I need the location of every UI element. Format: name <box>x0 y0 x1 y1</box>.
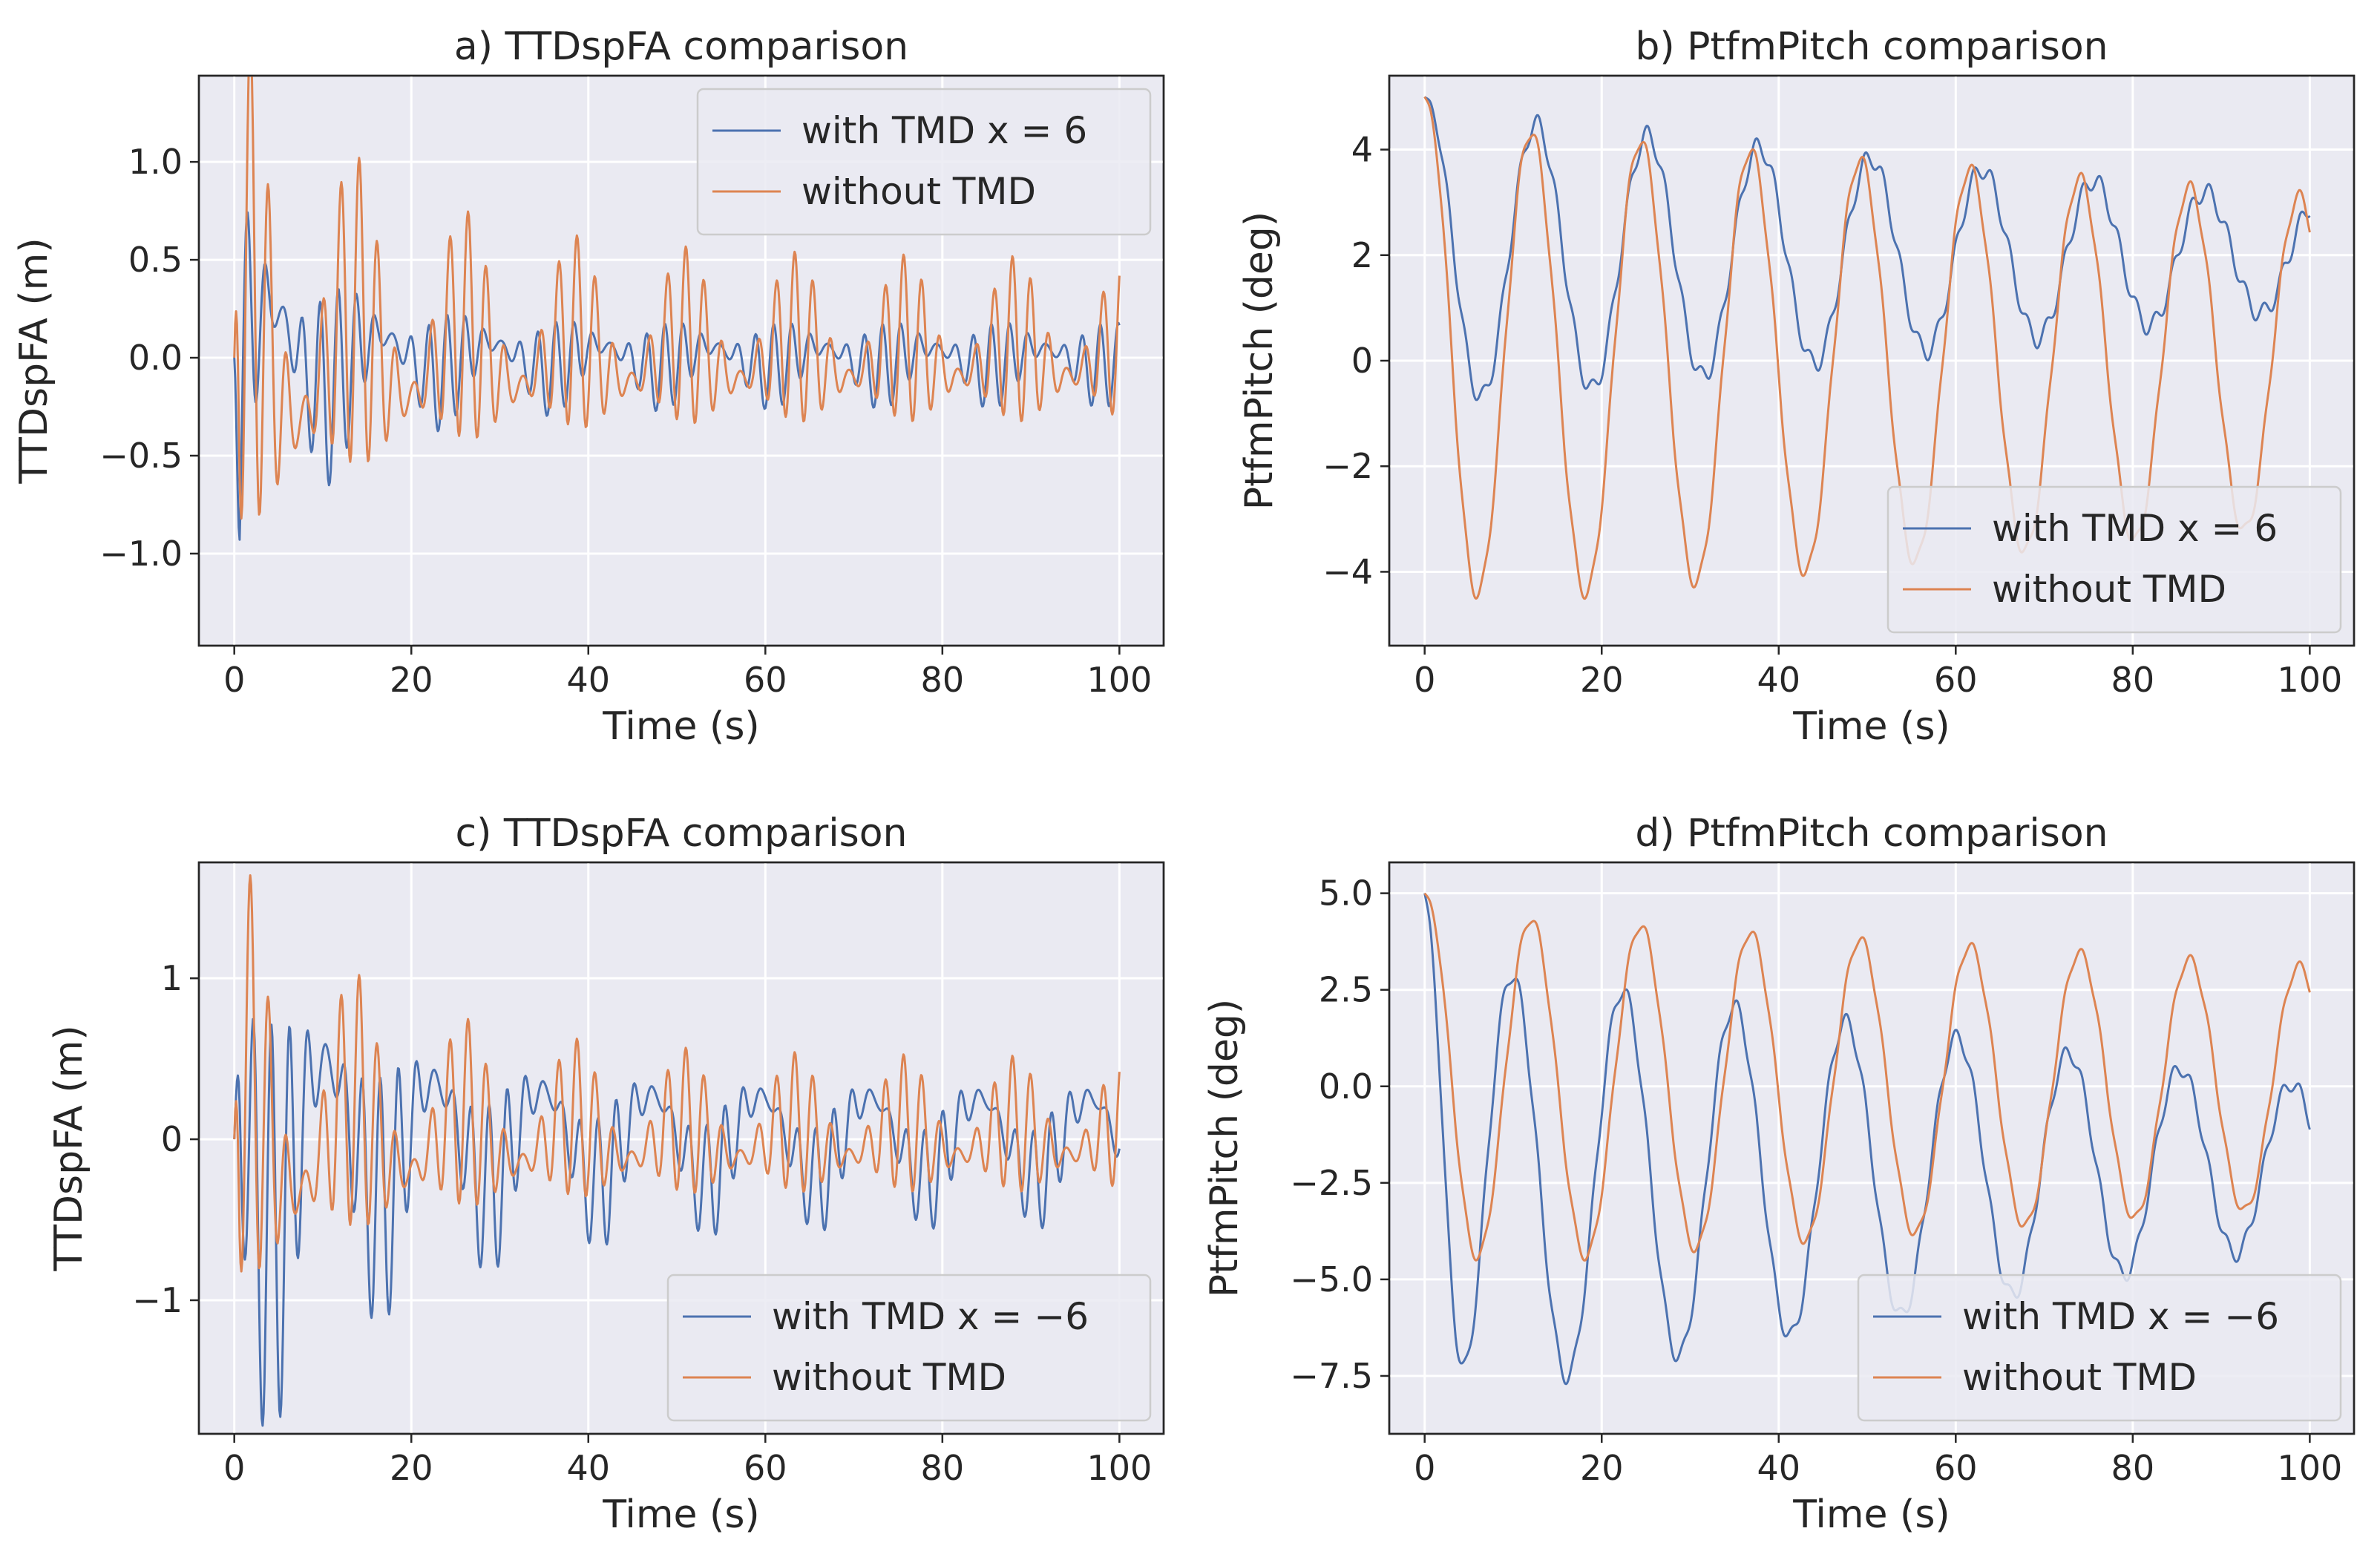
chart-title: c) TTDspFA comparison <box>455 811 907 856</box>
x-tick-label: 80 <box>2111 660 2155 700</box>
x-axis-label: Time (s) <box>602 1492 759 1537</box>
legend-label: with TMD x = −6 <box>1962 1295 2279 1338</box>
legend-box <box>696 88 1152 236</box>
x-tick-label: 0 <box>223 660 245 700</box>
y-tick-label: 2.5 <box>1319 970 1373 1010</box>
subplot-a: 0 20 40 60 80 100 −1.0 −0.5 0.0 0.5 1.0 a) TTDspFA … <box>12 24 1165 749</box>
legend: with TMD x = 6 without TMD <box>1886 485 2342 634</box>
x-tick-label: 0 <box>223 1448 245 1488</box>
chart-title: b) PtfmPitch comparison <box>1635 24 2108 69</box>
y-tick-label: 0 <box>161 1119 183 1159</box>
legend-box <box>1857 1274 2342 1422</box>
series-group <box>1423 96 2311 600</box>
y-tick-label: 4 <box>1351 130 1373 170</box>
x-tick-label: 60 <box>744 1448 787 1488</box>
y-tick-label: 0 <box>1351 341 1373 381</box>
x-axis-label: Time (s) <box>602 704 759 749</box>
y-axis-label: TTDspFA (m) <box>47 1025 91 1271</box>
x-tick-label: 20 <box>1580 660 1624 700</box>
x-tick-label: 40 <box>1757 660 1800 700</box>
legend-label: without TMD <box>1992 568 2226 611</box>
chart-title: d) PtfmPitch comparison <box>1635 811 2108 856</box>
y-tick-label: −5.0 <box>1290 1259 1373 1300</box>
legend-box <box>1886 485 2342 634</box>
y-tick-label: 5.0 <box>1319 874 1373 914</box>
y-tick-label: 1.0 <box>128 142 183 182</box>
x-tick-label: 80 <box>921 1448 965 1488</box>
series-line-without-tmd <box>1423 892 2311 1262</box>
y-axis-label: TTDspFA (m) <box>12 237 56 484</box>
series-line-with-tmd <box>233 1017 1121 1427</box>
y-axis-label: PtfmPitch (deg) <box>1202 999 1247 1297</box>
x-tick-label: 100 <box>1086 1448 1152 1488</box>
legend: with TMD x = −6 without TMD <box>1857 1274 2342 1422</box>
plot-frame <box>1388 861 2356 1435</box>
x-tick-label: 0 <box>1414 660 1435 700</box>
series-line-with-tmd <box>1423 96 2311 402</box>
y-tick-label: 0.5 <box>128 240 183 280</box>
y-tick-label: −4 <box>1322 551 1373 591</box>
series-group <box>233 76 1121 541</box>
x-axis-label: Time (s) <box>1792 1492 1950 1537</box>
series-line-without-tmd <box>233 76 1121 520</box>
x-tick-label: 20 <box>1580 1448 1624 1488</box>
plot-frame <box>197 74 1165 647</box>
x-tick-label: 20 <box>390 1448 433 1488</box>
x-tick-label: 20 <box>390 660 433 700</box>
x-tick-label: 60 <box>1934 660 1978 700</box>
legend-label: with TMD x = −6 <box>772 1295 1089 1338</box>
y-tick-label: −2 <box>1322 446 1373 486</box>
legend: with TMD x = −6 without TMD <box>666 1274 1152 1422</box>
x-tick-label: 60 <box>1934 1448 1978 1488</box>
x-tick-label: 0 <box>1414 1448 1435 1488</box>
y-tick-label: 2 <box>1351 235 1373 275</box>
y-tick-label: 0.0 <box>128 338 183 378</box>
legend-label: without TMD <box>1962 1356 2197 1399</box>
y-tick-label: −1 <box>132 1280 183 1320</box>
y-axis-label: PtfmPitch (deg) <box>1237 212 1282 510</box>
y-tick-label: −2.5 <box>1290 1163 1373 1203</box>
subplot-c: 0 20 40 60 80 100 −1 0 1 c) TTDspFA comparison Tim… <box>47 811 1165 1537</box>
legend-label: with TMD x = 6 <box>1992 507 2278 550</box>
y-tick-label: 1 <box>161 958 183 998</box>
x-tick-label: 40 <box>566 1448 610 1488</box>
plot-frame <box>197 861 1165 1435</box>
x-tick-label: 60 <box>744 660 787 700</box>
y-tick-label: −1.0 <box>99 534 183 574</box>
legend: with TMD x = 6 without TMD <box>696 88 1152 236</box>
subplot-d: 0 20 40 60 80 100 −7.5 −5.0 −2.5 0.0 2.5 5.0 d) Ptfm… <box>1202 811 2356 1537</box>
legend-label: without TMD <box>801 170 1036 213</box>
subplot-b: 0 20 40 60 80 100 −4 −2 0 2 4 b) PtfmPitch comparis… <box>1237 24 2356 749</box>
legend-label: with TMD x = 6 <box>801 109 1087 152</box>
x-tick-label: 80 <box>2111 1448 2155 1488</box>
x-axis-label: Time (s) <box>1792 704 1950 749</box>
legend-box <box>666 1274 1152 1422</box>
x-tick-label: 80 <box>921 660 965 700</box>
series-group <box>233 874 1121 1427</box>
series-line-with-tmd <box>1423 893 2311 1386</box>
series-line-without-tmd <box>233 874 1121 1273</box>
legend-label: without TMD <box>772 1356 1006 1399</box>
series-group <box>1423 892 2311 1386</box>
series-line-without-tmd <box>1423 96 2311 600</box>
chart-title: a) TTDspFA comparison <box>454 24 908 69</box>
x-tick-label: 100 <box>1086 660 1152 700</box>
y-tick-label: 0.0 <box>1319 1066 1373 1107</box>
x-tick-label: 40 <box>1757 1448 1800 1488</box>
x-tick-label: 40 <box>566 660 610 700</box>
x-tick-label: 100 <box>2277 660 2342 700</box>
x-tick-label: 100 <box>2277 1448 2342 1488</box>
y-tick-label: −0.5 <box>99 436 183 476</box>
y-tick-label: −7.5 <box>1290 1356 1373 1396</box>
